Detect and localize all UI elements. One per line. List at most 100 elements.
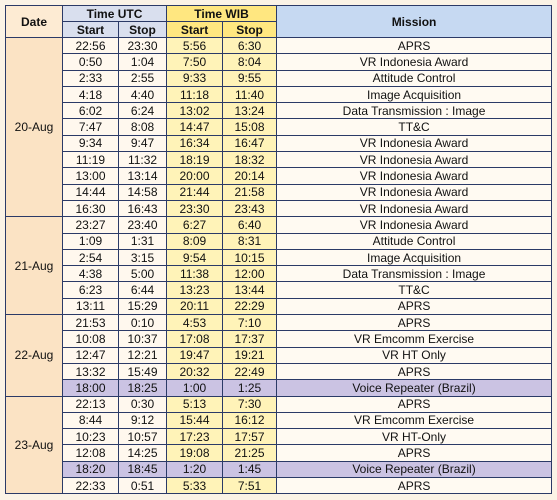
schedule-row: 20-Aug 22:56 23:30 5:56 6:30 APRS [5,36,553,218]
wib-start-cell: 11:38 [166,265,224,283]
utc-header: Time UTC [61,5,168,22]
wib-stop-cell: 15:08 [222,118,278,136]
utc-start-cell: 4:18 [62,85,119,104]
wib-stop-cell: 23:43 [222,199,278,218]
utc-stop-cell: 10:37 [117,330,168,348]
schedule-row: 10:23 10:57 17:23 17:57 VR HT-Only [6,428,553,446]
utc-start-cell: 13:32 [62,362,119,381]
wib-start-cell: 9:33 [166,69,224,87]
mission-cell: TT&C [276,118,553,136]
utc-start-cell: 12:47 [62,346,119,364]
wib-stop-cell: 20:14 [222,167,278,185]
date-cell: 20-Aug [5,36,63,218]
schedule-row: 22:33 0:51 5:33 7:51 APRS [6,477,553,495]
schedule-row: 6:23 6:44 13:23 13:44 TT&C [6,281,553,299]
utc-stop-cell: 8:08 [117,118,168,136]
utc-stop-cell: 5:00 [117,265,168,283]
schedule-row: 18:00 18:25 1:00 1:25 Voice Repeater (Brazil… [6,379,553,397]
schedule-row: 1:09 1:31 8:09 8:31 Attitude Control [6,232,553,250]
utc-stop-cell: 18:45 [117,460,168,479]
wib-stop-cell: 11:40 [222,85,278,104]
mission-cell: VR Indonesia Award [276,167,553,185]
utc-start-cell: 1:09 [62,232,119,250]
schedule-row: 2:54 3:15 9:54 10:15 Image Acquisition [6,248,553,267]
wib-start-cell: 1:20 [166,460,224,479]
mission-cell: VR Indonesia Award [276,151,553,169]
start-header: Start [166,21,224,38]
date-cell: 22-Aug [5,314,63,397]
utc-start-cell: 22:13 [62,395,119,413]
mission-cell: APRS [276,36,553,55]
wib-stop-cell: 6:40 [222,216,278,234]
wib-stop-cell: 21:25 [222,444,278,462]
utc-stop-cell: 2:55 [117,69,168,87]
wib-stop-cell: 8:04 [222,53,278,71]
utc-stop-cell: 15:29 [117,297,168,316]
mission-cell: APRS [276,362,553,381]
wib-stop-cell: 10:15 [222,248,278,267]
utc-start-cell: 7:47 [62,118,119,136]
mission-cell: Image Acquisition [276,248,553,267]
utc-start-cell: 23:27 [62,216,119,234]
wib-stop-cell: 22:49 [222,362,278,381]
mission-cell: VR Indonesia Award [276,199,553,218]
utc-stop-cell: 1:04 [117,53,168,71]
schedule-row: 12:08 14:25 19:08 21:25 APRS [6,444,553,462]
wib-start-cell: 4:53 [166,314,224,332]
wib-start-cell: 5:33 [166,477,224,495]
wib-stop-cell: 7:30 [222,395,278,413]
start-header: Start [62,21,119,38]
mission-cell: Image Acquisition [276,85,553,104]
date-header: Date [5,5,63,38]
utc-stop-cell: 15:49 [117,362,168,381]
utc-stop-cell: 6:44 [117,281,168,299]
utc-start-cell: 18:00 [62,379,119,397]
wib-start-cell: 21:44 [166,183,224,201]
utc-start-cell: 12:08 [62,444,119,462]
wib-start-cell: 20:11 [166,297,224,316]
utc-stop-cell: 0:10 [117,314,168,332]
wib-stop-cell: 17:57 [222,428,278,446]
utc-start-cell: 10:23 [62,428,119,446]
utc-stop-cell: 3:15 [117,248,168,267]
schedule-row: 2:33 2:55 9:33 9:55 Attitude Control [6,69,553,87]
utc-start-cell: 4:38 [62,265,119,283]
utc-stop-cell: 10:57 [117,428,168,446]
stop-header: Stop [117,21,168,38]
wib-start-cell: 6:27 [166,216,224,234]
wib-start-cell: 13:23 [166,281,224,299]
wib-start-cell: 7:50 [166,53,224,71]
schedule-row: 11:19 11:32 18:19 18:32 VR Indonesia Award [6,151,553,169]
wib-start-cell: 5:13 [166,395,224,413]
utc-stop-cell: 1:31 [117,232,168,250]
schedule-row: 23-Aug 22:13 0:30 5:13 7:30 APRS [5,395,553,495]
wib-start-cell: 15:44 [166,411,224,430]
wib-start-cell: 17:23 [166,428,224,446]
wib-start-cell: 16:34 [166,134,224,153]
schedule-row: 16:30 16:43 23:30 23:43 VR Indonesia Award [6,199,553,218]
mission-cell: APRS [276,314,553,332]
stop-header: Stop [222,21,278,38]
mission-cell: Attitude Control [276,69,553,87]
utc-stop-cell: 16:43 [117,199,168,218]
mission-cell: Voice Repeater (Brazil) [276,460,553,479]
schedule-row: 10:08 10:37 17:08 17:37 VR Emcomm Exercise [6,330,553,348]
schedule-row: 22-Aug 21:53 0:10 4:53 7:10 APRS [5,314,553,397]
utc-start-cell: 22:56 [62,36,119,55]
utc-start-cell: 22:33 [62,477,119,495]
mission-cell: Voice Repeater (Brazil) [276,379,553,397]
utc-stop-cell: 14:58 [117,183,168,201]
schedule-row: 6:02 6:24 13:02 13:24 Data Transmission : Im… [6,102,553,120]
schedule-table: Date Time UTC Time WIB Mission Start Sto… [5,5,553,495]
wib-stop-cell: 17:37 [222,330,278,348]
mission-cell: VR HT Only [276,346,553,364]
utc-start-cell: 10:08 [62,330,119,348]
mission-cell: APRS [276,477,553,495]
wib-start-cell: 17:08 [166,330,224,348]
wib-stop-cell: 19:21 [222,346,278,364]
wib-start-cell: 23:30 [166,199,224,218]
utc-start-cell: 11:19 [62,151,119,169]
utc-start-cell: 21:53 [62,314,119,332]
wib-stop-cell: 16:47 [222,134,278,153]
schedule-row: 13:11 15:29 20:11 22:29 APRS [6,297,553,316]
